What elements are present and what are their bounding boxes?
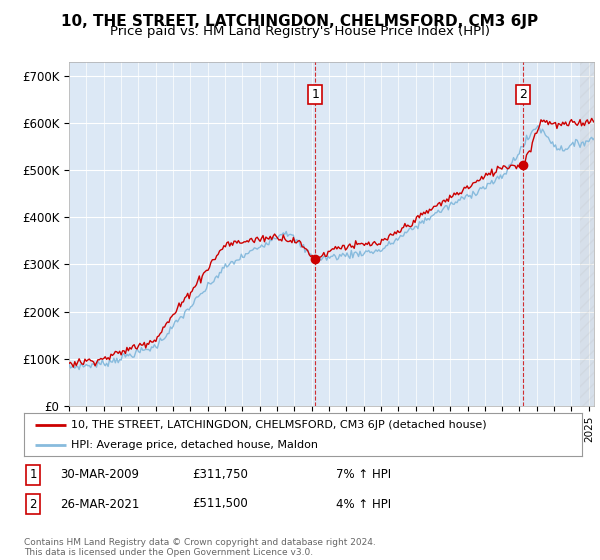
Text: £311,750: £311,750: [192, 468, 248, 482]
Text: 30-MAR-2009: 30-MAR-2009: [60, 468, 139, 482]
Text: Price paid vs. HM Land Registry's House Price Index (HPI): Price paid vs. HM Land Registry's House …: [110, 25, 490, 38]
Text: 2: 2: [520, 88, 527, 101]
Text: HPI: Average price, detached house, Maldon: HPI: Average price, detached house, Mald…: [71, 440, 319, 450]
Text: 10, THE STREET, LATCHINGDON, CHELMSFORD, CM3 6JP: 10, THE STREET, LATCHINGDON, CHELMSFORD,…: [61, 14, 539, 29]
Text: 2: 2: [29, 497, 37, 511]
Text: 10, THE STREET, LATCHINGDON, CHELMSFORD, CM3 6JP (detached house): 10, THE STREET, LATCHINGDON, CHELMSFORD,…: [71, 419, 487, 430]
Text: 26-MAR-2021: 26-MAR-2021: [60, 497, 139, 511]
Bar: [580, 62, 598, 406]
Text: 4% ↑ HPI: 4% ↑ HPI: [336, 497, 391, 511]
Text: 7% ↑ HPI: 7% ↑ HPI: [336, 468, 391, 482]
Text: 1: 1: [311, 88, 319, 101]
Text: £511,500: £511,500: [192, 497, 248, 511]
Text: 1: 1: [29, 468, 37, 482]
Text: Contains HM Land Registry data © Crown copyright and database right 2024.
This d: Contains HM Land Registry data © Crown c…: [24, 538, 376, 557]
